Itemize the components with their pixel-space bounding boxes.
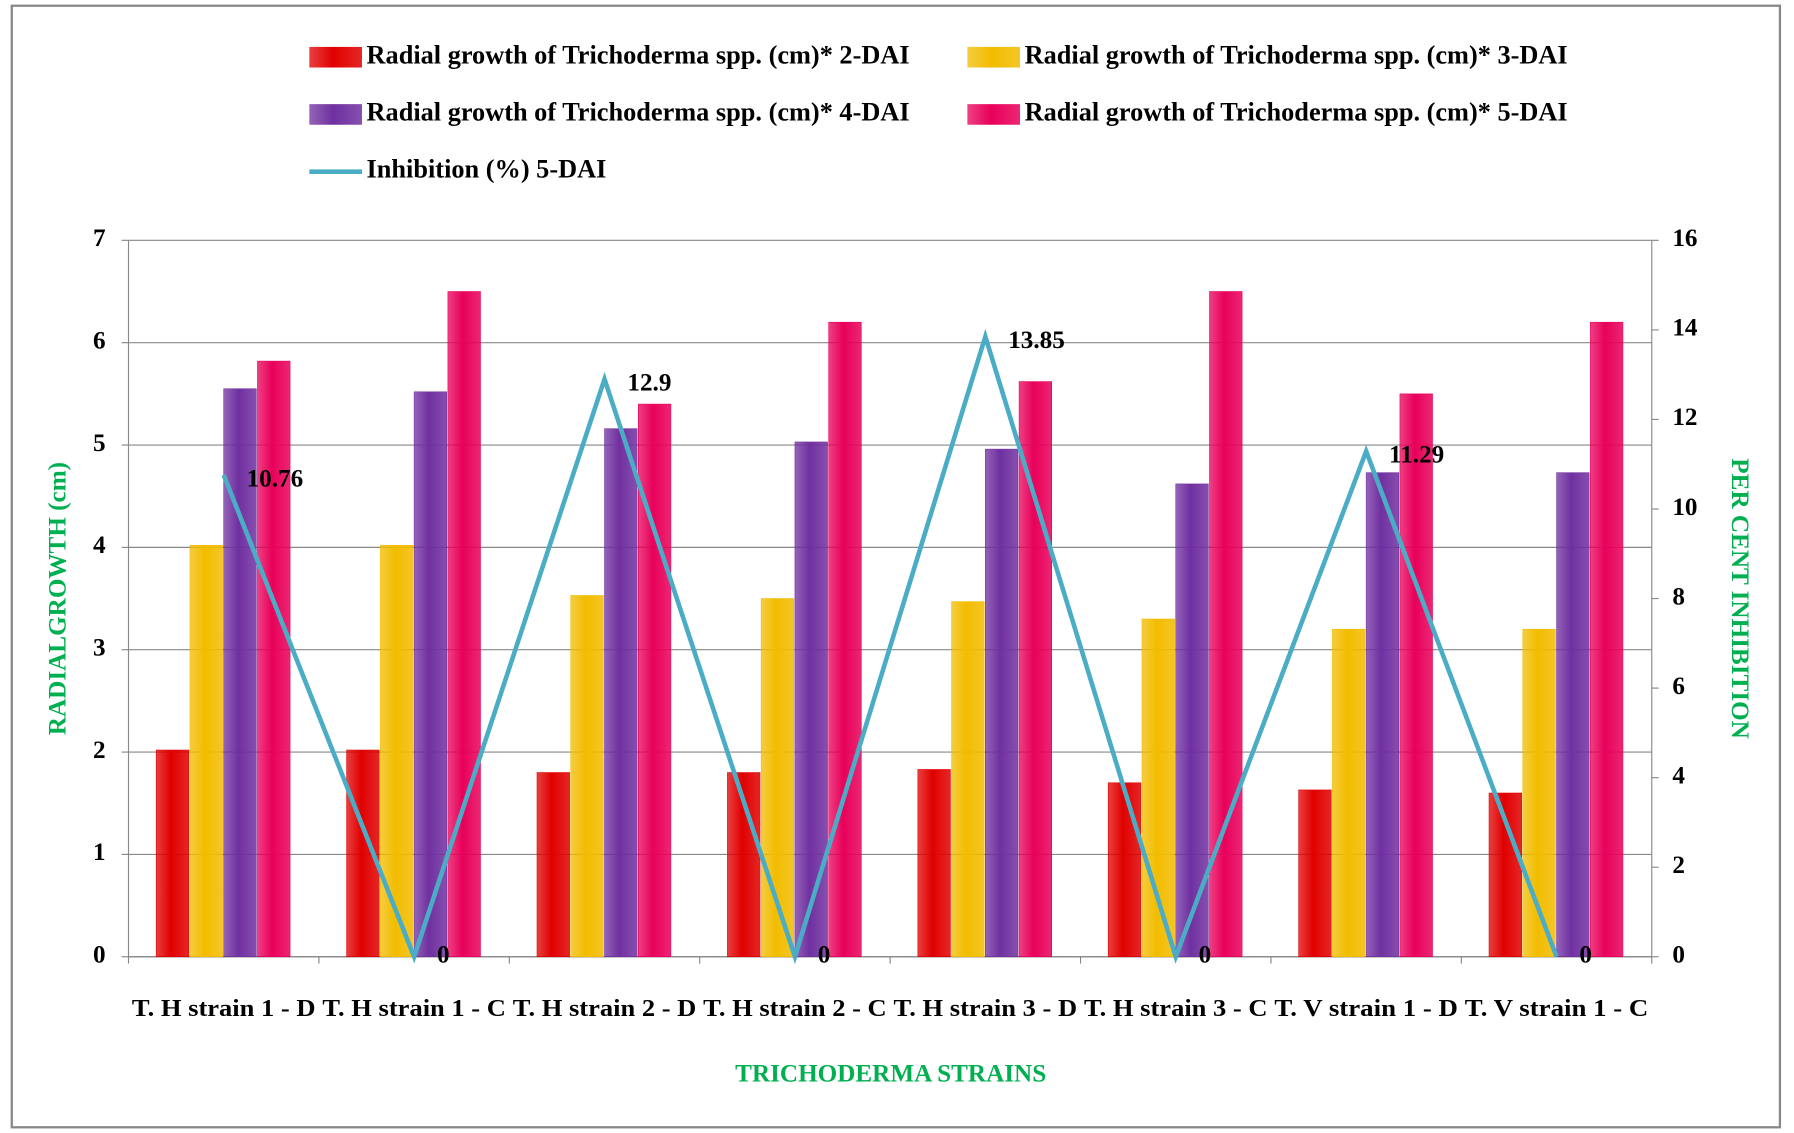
- bar: [604, 428, 638, 958]
- y2-tick-label: 0: [1672, 942, 1685, 969]
- x-tick-label: T. V strain 1 - C: [1465, 996, 1649, 1022]
- y2-tick-label: 8: [1672, 583, 1685, 610]
- y2-tick-label: 14: [1672, 315, 1698, 342]
- bar: [257, 360, 291, 958]
- y2-tick-label: 16: [1672, 225, 1697, 252]
- y-tick-label: 0: [93, 942, 106, 969]
- bar: [828, 321, 862, 958]
- legend-swatch: [967, 46, 1021, 68]
- bar: [951, 601, 985, 958]
- x-tick-label: T. H strain 1 - D: [132, 996, 316, 1022]
- bar: [1365, 472, 1400, 958]
- y-tick-label: 2: [93, 737, 106, 764]
- y-tick-label: 3: [93, 634, 106, 661]
- bar: [794, 441, 828, 958]
- y2-tick-label: 10: [1672, 494, 1697, 521]
- y2-tick-label: 6: [1672, 673, 1685, 700]
- legend-label: Inhibition (%) 5-DAI: [367, 155, 607, 184]
- bar: [1107, 782, 1142, 958]
- data-label: 11.29: [1389, 442, 1444, 469]
- bar: [1332, 628, 1366, 958]
- bar: [447, 291, 481, 958]
- x-tick-label: T. H strain 3 - C: [1084, 996, 1268, 1022]
- bar: [1298, 789, 1332, 958]
- x-tick-label: T. H strain 3 - D: [894, 996, 1078, 1022]
- x-tick-label: T. H strain 2 - D: [513, 996, 697, 1022]
- y-tick-label: 7: [93, 225, 106, 252]
- legend-label: Radial growth of Trichoderma spp. (cm)* …: [1025, 97, 1568, 126]
- bar: [223, 388, 257, 958]
- legend-swatch: [309, 46, 362, 68]
- y-tick-label: 4: [93, 532, 106, 559]
- y-tick-label: 5: [93, 430, 106, 457]
- legend-label: Radial growth of Trichoderma spp. (cm)* …: [367, 97, 910, 126]
- x-tick-label: T. H strain 1 - C: [322, 996, 506, 1022]
- chart-frame: [10, 4, 1782, 1129]
- y-axis-title: RADIALGROWTH (cm): [45, 462, 72, 735]
- bar: [570, 595, 604, 958]
- bar: [1209, 291, 1243, 958]
- legend-label: Radial growth of Trichoderma spp. (cm)* …: [367, 40, 910, 69]
- bar: [1175, 483, 1209, 958]
- y2-tick-label: 4: [1672, 762, 1685, 789]
- data-label: 12.9: [627, 370, 671, 397]
- x-tick-label: T. H strain 2 - C: [703, 996, 887, 1022]
- bar: [380, 545, 414, 958]
- bar: [189, 545, 223, 958]
- y2-tick-label: 12: [1672, 404, 1697, 431]
- bar: [985, 448, 1019, 958]
- x-axis-title: TRICHODERMA STRAINS: [735, 1061, 1046, 1088]
- x-tick-label: T. V strain 1 - D: [1274, 996, 1458, 1022]
- line: [221, 328, 1559, 965]
- bar: [1399, 393, 1433, 958]
- bar: [917, 769, 951, 958]
- bar: [413, 391, 448, 958]
- data-label: 13.85: [1008, 327, 1065, 354]
- legend-swatch: [967, 104, 1021, 125]
- bar: [536, 772, 570, 958]
- y-tick-label: 1: [93, 839, 106, 866]
- legend-swatch: [309, 104, 362, 125]
- bar: [1556, 472, 1590, 958]
- data-label: 0: [437, 942, 450, 969]
- bar: [155, 749, 190, 958]
- data-label: 0: [1579, 942, 1592, 969]
- data-label: 0: [818, 942, 831, 969]
- y2-axis-title: PER CENT INHIBITION: [1726, 458, 1753, 739]
- data-label: 0: [1199, 942, 1212, 969]
- legend-label: Radial growth of Trichoderma spp. (cm)* …: [1025, 40, 1568, 69]
- bar: [1018, 381, 1053, 958]
- bar: [1590, 321, 1624, 958]
- y2-tick-label: 2: [1672, 852, 1685, 879]
- data-label: 10.76: [247, 465, 304, 492]
- bar: [1522, 628, 1556, 958]
- y-tick-label: 6: [93, 327, 106, 354]
- bar: [637, 403, 672, 958]
